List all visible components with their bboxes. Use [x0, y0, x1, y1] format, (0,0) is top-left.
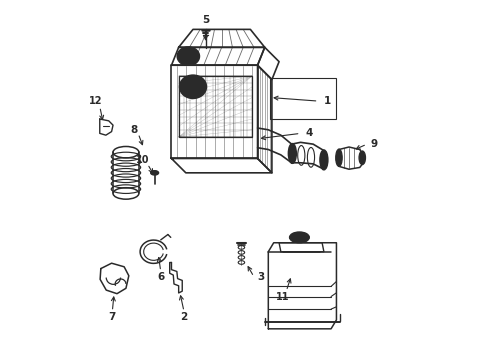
Polygon shape — [258, 47, 279, 80]
Text: 3: 3 — [258, 272, 265, 282]
Text: 10: 10 — [136, 155, 149, 165]
Polygon shape — [279, 243, 324, 252]
Text: 1: 1 — [324, 96, 331, 106]
Ellipse shape — [290, 232, 309, 243]
Text: 7: 7 — [109, 312, 116, 322]
Polygon shape — [172, 47, 265, 65]
Polygon shape — [172, 65, 258, 158]
Ellipse shape — [179, 75, 206, 98]
Text: 2: 2 — [180, 312, 188, 322]
Text: 11: 11 — [276, 292, 290, 302]
Polygon shape — [172, 158, 272, 173]
Ellipse shape — [359, 151, 366, 165]
Polygon shape — [170, 262, 182, 293]
Polygon shape — [269, 243, 337, 329]
Text: 8: 8 — [130, 125, 138, 135]
Text: 5: 5 — [202, 15, 209, 26]
Ellipse shape — [151, 171, 159, 175]
Bar — [270, 78, 337, 119]
Ellipse shape — [289, 144, 296, 163]
Bar — [179, 76, 252, 137]
Polygon shape — [100, 263, 129, 294]
Text: 4: 4 — [306, 129, 313, 138]
Text: 6: 6 — [157, 272, 164, 282]
Ellipse shape — [320, 150, 328, 170]
Text: 12: 12 — [90, 96, 103, 106]
Polygon shape — [179, 30, 265, 47]
Ellipse shape — [177, 47, 199, 66]
Text: 9: 9 — [370, 139, 378, 149]
Polygon shape — [258, 65, 272, 173]
Polygon shape — [100, 119, 113, 135]
Polygon shape — [337, 147, 364, 169]
Ellipse shape — [336, 149, 342, 166]
